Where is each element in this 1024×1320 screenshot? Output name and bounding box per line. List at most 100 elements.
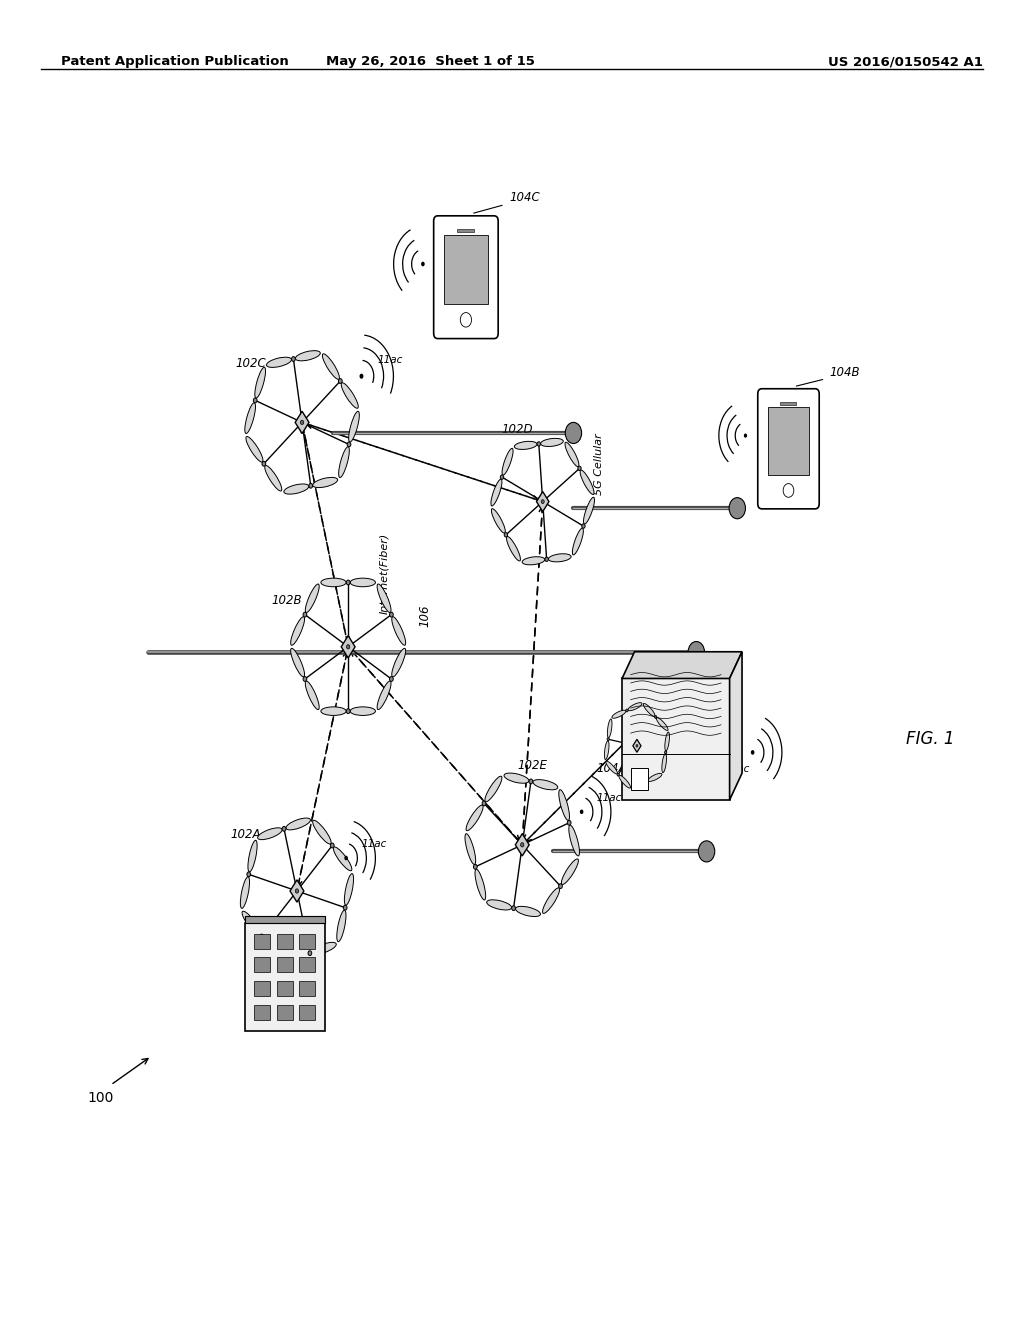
Ellipse shape bbox=[263, 939, 282, 962]
Ellipse shape bbox=[323, 354, 339, 379]
Ellipse shape bbox=[284, 952, 308, 964]
Ellipse shape bbox=[628, 702, 642, 710]
Polygon shape bbox=[295, 412, 309, 433]
Circle shape bbox=[292, 356, 295, 362]
Polygon shape bbox=[515, 834, 529, 855]
Text: Internet(Fiber): Internet(Fiber) bbox=[379, 532, 389, 614]
Ellipse shape bbox=[341, 383, 358, 408]
Bar bbox=[631, 768, 647, 791]
Ellipse shape bbox=[466, 805, 483, 830]
Circle shape bbox=[283, 826, 286, 832]
Ellipse shape bbox=[492, 508, 505, 533]
Bar bbox=[768, 407, 809, 475]
Circle shape bbox=[542, 500, 544, 503]
Bar bbox=[245, 923, 325, 1031]
Bar bbox=[299, 1005, 315, 1020]
Ellipse shape bbox=[522, 557, 545, 565]
Circle shape bbox=[504, 533, 508, 537]
Ellipse shape bbox=[514, 441, 537, 449]
Polygon shape bbox=[729, 652, 742, 800]
Circle shape bbox=[339, 379, 342, 383]
Circle shape bbox=[247, 873, 251, 876]
Ellipse shape bbox=[561, 859, 579, 884]
Ellipse shape bbox=[350, 708, 376, 715]
Circle shape bbox=[698, 841, 715, 862]
Ellipse shape bbox=[242, 911, 260, 935]
Ellipse shape bbox=[246, 437, 263, 462]
Ellipse shape bbox=[532, 780, 558, 789]
Bar bbox=[276, 957, 293, 973]
Circle shape bbox=[295, 888, 299, 894]
Circle shape bbox=[308, 950, 311, 956]
Circle shape bbox=[617, 774, 620, 776]
Ellipse shape bbox=[305, 681, 319, 710]
FancyBboxPatch shape bbox=[434, 215, 498, 338]
Bar bbox=[299, 957, 315, 973]
Ellipse shape bbox=[265, 466, 282, 491]
Bar bbox=[458, 228, 474, 232]
Text: 102D: 102D bbox=[502, 422, 534, 436]
Ellipse shape bbox=[568, 825, 580, 855]
Ellipse shape bbox=[606, 762, 617, 774]
Circle shape bbox=[751, 750, 755, 755]
Ellipse shape bbox=[258, 828, 283, 840]
Text: May 26, 2016  Sheet 1 of 15: May 26, 2016 Sheet 1 of 15 bbox=[326, 55, 535, 69]
Ellipse shape bbox=[321, 708, 346, 715]
Ellipse shape bbox=[392, 616, 406, 645]
Ellipse shape bbox=[604, 741, 609, 759]
Text: 104C: 104C bbox=[509, 190, 540, 203]
Ellipse shape bbox=[475, 869, 485, 900]
Bar bbox=[254, 1005, 270, 1020]
Ellipse shape bbox=[490, 479, 502, 506]
Ellipse shape bbox=[656, 718, 668, 730]
Circle shape bbox=[520, 842, 524, 847]
Text: US 2016/0150542 A1: US 2016/0150542 A1 bbox=[828, 55, 983, 69]
Ellipse shape bbox=[286, 818, 310, 830]
Circle shape bbox=[346, 709, 350, 714]
Ellipse shape bbox=[248, 841, 257, 873]
Text: 11ac: 11ac bbox=[361, 840, 387, 850]
Ellipse shape bbox=[350, 578, 376, 586]
Circle shape bbox=[783, 483, 794, 498]
Ellipse shape bbox=[581, 470, 594, 495]
Polygon shape bbox=[290, 880, 304, 902]
Ellipse shape bbox=[344, 874, 353, 906]
Text: FIG. 1: FIG. 1 bbox=[906, 730, 954, 748]
Circle shape bbox=[262, 462, 265, 466]
Ellipse shape bbox=[334, 847, 352, 871]
Circle shape bbox=[389, 612, 393, 616]
Ellipse shape bbox=[245, 403, 256, 433]
Ellipse shape bbox=[241, 876, 250, 908]
Circle shape bbox=[529, 779, 532, 784]
Bar bbox=[276, 933, 293, 949]
Ellipse shape bbox=[618, 775, 631, 788]
Ellipse shape bbox=[662, 754, 667, 772]
Ellipse shape bbox=[541, 438, 563, 446]
Circle shape bbox=[347, 442, 351, 446]
Ellipse shape bbox=[311, 942, 336, 954]
Circle shape bbox=[607, 738, 609, 741]
Bar bbox=[254, 957, 270, 973]
Ellipse shape bbox=[643, 704, 655, 717]
Circle shape bbox=[512, 906, 515, 911]
Circle shape bbox=[421, 261, 425, 267]
Circle shape bbox=[253, 399, 257, 403]
Ellipse shape bbox=[321, 578, 346, 586]
Bar bbox=[444, 235, 487, 304]
Circle shape bbox=[331, 843, 334, 847]
Circle shape bbox=[559, 884, 562, 888]
Bar bbox=[623, 678, 729, 800]
Bar bbox=[254, 981, 270, 997]
Ellipse shape bbox=[348, 412, 359, 442]
Circle shape bbox=[578, 466, 582, 470]
Circle shape bbox=[346, 579, 350, 585]
Ellipse shape bbox=[486, 900, 512, 909]
Ellipse shape bbox=[507, 536, 520, 561]
Text: 102C: 102C bbox=[236, 356, 266, 370]
Ellipse shape bbox=[565, 442, 579, 467]
Ellipse shape bbox=[607, 719, 612, 738]
Circle shape bbox=[626, 709, 628, 711]
Circle shape bbox=[567, 821, 571, 825]
Circle shape bbox=[303, 677, 307, 681]
Ellipse shape bbox=[305, 583, 319, 612]
